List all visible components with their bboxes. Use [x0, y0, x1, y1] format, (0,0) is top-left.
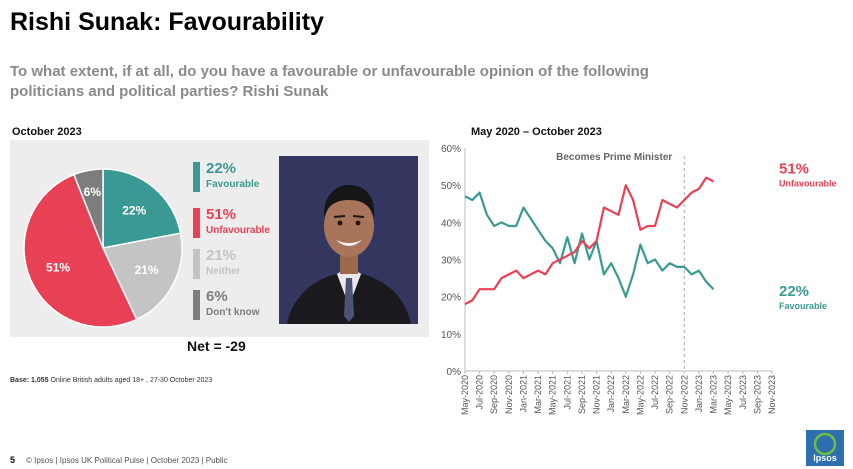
pie-slice-label: 6% [84, 185, 102, 199]
base-prefix: Base: [10, 377, 30, 384]
line-chart: 0% 10% 20% 30% 40% 50% 60% May-2020 Jul-2020 Sep-… [441, 144, 837, 415]
base-sample-size: 1,055 [31, 377, 49, 384]
legend-value: 51% [206, 206, 237, 223]
pie-slice-don-t-know [72, 168, 104, 249]
y-tick-label: 20% [441, 293, 461, 304]
x-tick-label: Mar-2022 [621, 375, 631, 414]
y-tick-label: 0% [447, 367, 462, 378]
unfavourable-end-value: 51% [779, 160, 809, 177]
x-tick-label: Sep-2023 [752, 375, 762, 414]
series-line-unfavourable [464, 176, 715, 306]
y-tick-label: 40% [441, 218, 461, 229]
pie-slice-neither [101, 232, 183, 321]
x-tick-label: Jul-2020 [475, 375, 485, 410]
favourable-end-value: 22% [779, 283, 809, 300]
x-tick-label: Nov-2023 [767, 375, 777, 414]
y-tick-label: 60% [441, 144, 461, 155]
x-tick-label: Mar-2021 [533, 375, 543, 414]
net-score: Net = -29 [187, 338, 246, 354]
x-tick-label: Jul-2021 [562, 375, 572, 410]
y-tick-label: 50% [441, 181, 461, 192]
legend-swatch [193, 249, 200, 279]
pie-slice-unfavourable [23, 173, 138, 328]
x-tick-label: Nov-2020 [504, 375, 514, 414]
portrait-image [279, 156, 418, 324]
x-tick-label: Jul-2022 [650, 375, 660, 410]
favourable-end-label: Favourable [779, 301, 827, 311]
x-tick-label: Mar-2023 [709, 375, 719, 414]
survey-question: To what extent, if at all, do you have a… [10, 63, 649, 100]
pie-slice-label: 21% [135, 263, 159, 277]
x-tick-label: Sep-2022 [665, 375, 675, 414]
ipsos-logo: Ipsos [806, 430, 844, 466]
pie-slice-label: 22% [122, 203, 146, 217]
x-tick-label: Jan-2023 [694, 375, 704, 413]
logo-text: Ipsos [813, 453, 837, 463]
footer-text: © Ipsos | Ipsos UK Political Pulse | Oct… [26, 456, 228, 465]
pie-slice-label: 51% [46, 260, 70, 274]
pie-chart: 22% 21% 51% 6% [23, 168, 183, 328]
series-line-favourable [464, 191, 715, 298]
line-period-label: May 2020 – October 2023 [471, 126, 602, 138]
x-tick-label: Jan-2021 [518, 375, 528, 413]
legend-label: Favourable [206, 179, 260, 190]
base-note: Base: 1,055 Online British adults aged 1… [10, 377, 212, 384]
x-tick-label: Nov-2022 [679, 375, 689, 414]
page-number: 5 [10, 455, 16, 465]
legend-label: Neither [206, 266, 241, 277]
pm-annotation: Becomes Prime Minister [556, 152, 672, 163]
base-description: Online British adults aged 18+ , 27-30 O… [50, 377, 213, 384]
y-tick-label: 10% [441, 330, 461, 341]
x-tick-label: May-2023 [723, 375, 733, 415]
x-tick-label: May-2021 [548, 375, 558, 415]
legend-swatch [193, 208, 200, 238]
x-tick-label: May-2022 [635, 375, 645, 415]
legend-value: 21% [206, 247, 237, 264]
x-tick-label: Sep-2021 [577, 375, 587, 414]
legend-swatch [193, 162, 200, 192]
legend-label: Don't know [206, 307, 260, 318]
x-tick-label: Jul-2023 [738, 375, 748, 410]
pie-period-label: October 2023 [12, 126, 82, 138]
x-tick-label: May-2020 [460, 375, 470, 415]
legend-value: 22% [206, 160, 237, 177]
unfavourable-end-label: Unfavourable [779, 178, 837, 188]
x-tick-label: Jan-2022 [606, 375, 616, 413]
pie-slice-favourable [102, 168, 182, 249]
logo-background [806, 430, 844, 466]
legend-value: 6% [206, 288, 228, 305]
y-tick-label: 30% [441, 256, 461, 267]
page-title: Rishi Sunak: Favourability [10, 8, 324, 36]
legend-swatch [193, 290, 200, 320]
legend-label: Unfavourable [206, 225, 270, 236]
x-tick-label: Nov-2021 [592, 375, 602, 414]
x-tick-label: Sep-2020 [489, 375, 499, 414]
